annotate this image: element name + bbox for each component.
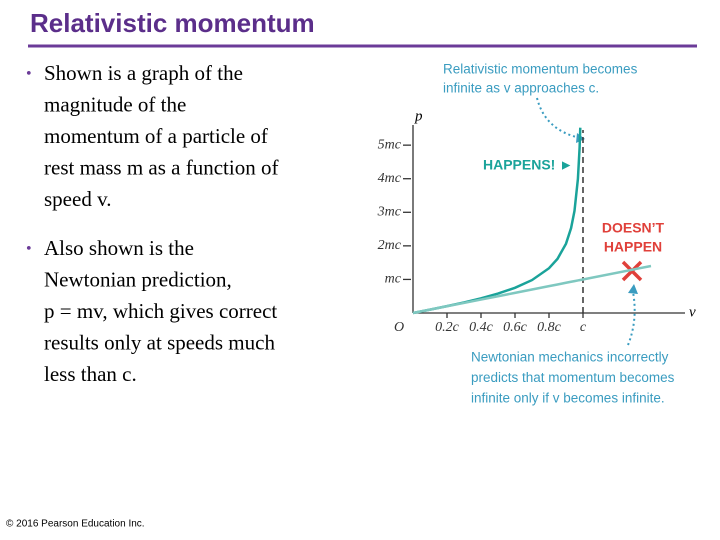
- annotation: Newtonian mechanics incorrectly: [471, 350, 669, 365]
- annotation: predicts that momentum becomes: [471, 370, 675, 385]
- bullet-dot: •: [26, 241, 32, 258]
- annotation: infinite only if v becomes infinite.: [471, 391, 665, 406]
- doesnt-happen-label: HAPPEN: [604, 239, 662, 255]
- bullet-line: speed v.: [44, 187, 111, 211]
- x-tick-label: 0.6c: [503, 320, 528, 335]
- x-tick-label: c: [580, 320, 587, 335]
- arrow-top: [536, 97, 581, 139]
- arrow-head: [628, 284, 638, 294]
- copyright: © 2016 Pearson Education Inc.: [6, 519, 145, 530]
- bullet-dot: •: [26, 66, 32, 83]
- y-tick-label: 3mc: [377, 205, 402, 220]
- x-axis-label: v: [689, 304, 696, 320]
- bullet-line: results only at speeds much: [44, 330, 275, 354]
- happens-label: HAPPENS! ►: [483, 157, 573, 173]
- bullet-line: Newtonian prediction,: [44, 267, 232, 291]
- doesnt-happen-label: DOESN’T: [602, 220, 665, 236]
- annotation: infinite as v approaches c.: [443, 81, 599, 96]
- y-axis-label: p: [414, 108, 423, 124]
- x-tick-label: O: [394, 320, 404, 335]
- bullet-line: magnitude of the: [44, 92, 186, 116]
- y-tick-label: 4mc: [378, 171, 402, 186]
- arrow-bottom: [627, 291, 636, 346]
- x-tick-label: 0.2c: [435, 320, 460, 335]
- annotation: Relativistic momentum becomes: [443, 62, 638, 77]
- series-line: [412, 264, 652, 315]
- x-tick-label: 0.8c: [537, 320, 562, 335]
- bullet-line: Also shown is the: [44, 236, 194, 260]
- y-tick-label: 5mc: [378, 137, 402, 152]
- x-tick-label: 0.4c: [469, 320, 494, 335]
- y-tick-label: 2mc: [378, 238, 402, 253]
- bullet-line: momentum of a particle of: [44, 124, 268, 148]
- bullet-line: less than c.: [44, 362, 137, 386]
- y-tick-label: mc: [385, 272, 402, 287]
- slide-title: Relativistic momentum: [30, 8, 315, 38]
- bullet-line: Shown is a graph of the: [44, 61, 243, 85]
- bullet-line: rest mass m as a function of: [44, 155, 278, 179]
- bullet-line: p = mv, which gives correct: [44, 299, 277, 323]
